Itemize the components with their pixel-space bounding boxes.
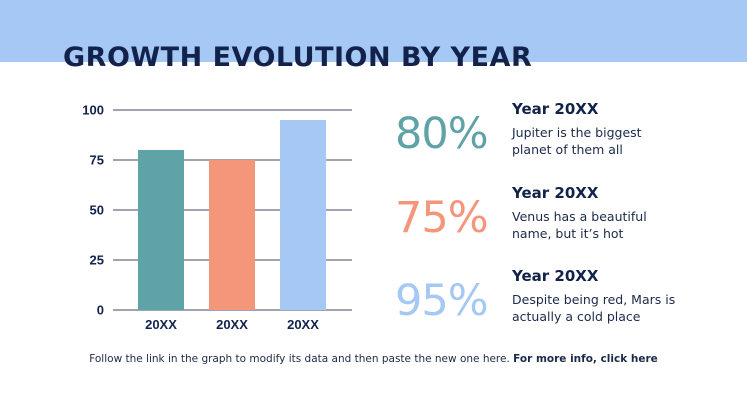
bar-3[interactable] bbox=[280, 120, 326, 310]
header-band bbox=[0, 0, 747, 62]
y-tick-label: 25 bbox=[90, 253, 104, 268]
stat-description: Jupiter is the biggest planet of them al… bbox=[512, 125, 642, 157]
stat-year: Year 20XX bbox=[512, 100, 599, 118]
footer-note: Follow the link in the graph to modify i… bbox=[0, 353, 747, 365]
more-info-link[interactable]: For more info, click here bbox=[513, 353, 658, 365]
stat-card-1: 80% Year 20XX Jupiter is the biggest pla… bbox=[395, 100, 735, 178]
y-tick-label: 75 bbox=[90, 153, 104, 168]
page-title: GROWTH EVOLUTION BY YEAR bbox=[63, 42, 533, 73]
stat-percent: 75% bbox=[395, 193, 489, 243]
stat-card-3: 95% Year 20XX Despite being red, Mars is… bbox=[395, 267, 735, 345]
x-category-label: 20XX bbox=[216, 317, 248, 332]
x-category-label: 20XX bbox=[145, 317, 177, 332]
stat-card-2: 75% Year 20XX Venus has a beautiful name… bbox=[395, 184, 735, 262]
stat-description: Despite being red, Mars is actually a co… bbox=[512, 292, 676, 324]
y-tick-label: 100 bbox=[82, 103, 104, 118]
y-tick-label: 0 bbox=[97, 303, 104, 318]
y-tick-label: 50 bbox=[90, 203, 104, 218]
stat-description: Venus has a beautiful name, but it’s hot bbox=[512, 209, 647, 241]
stat-year: Year 20XX bbox=[512, 184, 599, 202]
bar-1[interactable] bbox=[138, 150, 184, 310]
bar-2[interactable] bbox=[209, 160, 255, 310]
stat-percent: 95% bbox=[395, 276, 489, 326]
x-category-label: 20XX bbox=[287, 317, 319, 332]
footer-text: Follow the link in the graph to modify i… bbox=[89, 353, 510, 365]
stat-percent: 80% bbox=[395, 109, 489, 159]
stat-year: Year 20XX bbox=[512, 267, 599, 285]
